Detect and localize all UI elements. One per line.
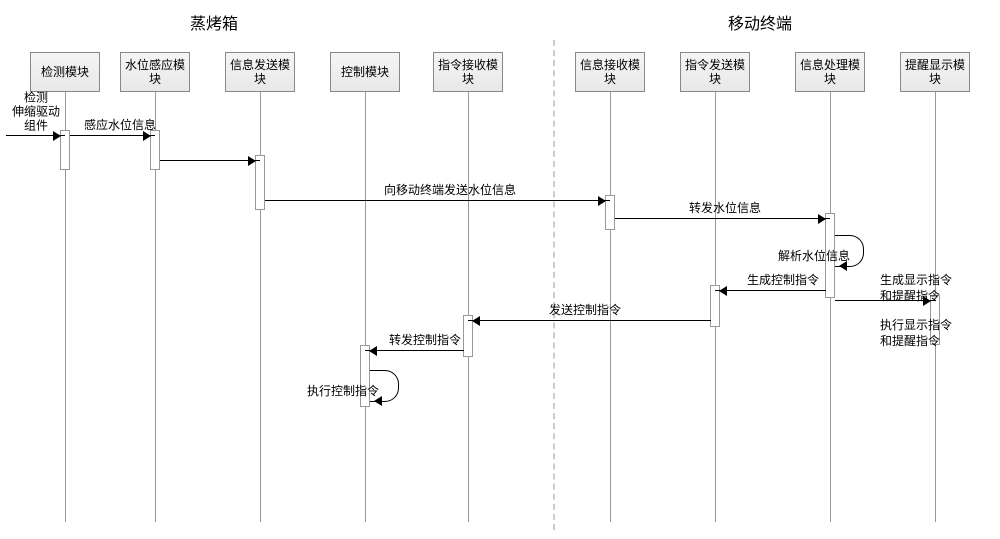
lifeline-a7 bbox=[830, 92, 831, 522]
actor-a5: 信息接收模块 bbox=[575, 52, 645, 92]
message-label-6: 发送控制指令 bbox=[540, 301, 630, 318]
actor-a7: 信息处理模块 bbox=[795, 52, 865, 92]
self-call-label-1: 执行控制指令 bbox=[307, 382, 379, 399]
message-arrow-5 bbox=[715, 290, 826, 291]
actor-a0: 检测模块 bbox=[30, 52, 100, 92]
message-label-0: 检测 伸缩驱动组件 bbox=[8, 92, 64, 133]
actor-label-a3: 控制模块 bbox=[341, 65, 389, 79]
actor-a6: 指令发送模块 bbox=[680, 52, 750, 92]
message-arrow-3 bbox=[265, 200, 610, 201]
message-label-5: 生成控制指令 bbox=[738, 271, 828, 288]
message-label-3: 向移动终端发送水位信息 bbox=[370, 181, 530, 198]
message-label-4: 转发水位信息 bbox=[680, 199, 770, 216]
message-label-1: 感应水位信息 bbox=[80, 116, 160, 133]
actor-label-a2: 信息发送模块 bbox=[228, 58, 292, 87]
message-arrow-2 bbox=[160, 160, 260, 161]
side-label-0: 生成显示指令 和提醒指令 bbox=[880, 273, 952, 304]
message-arrow-0 bbox=[6, 135, 65, 136]
message-arrow-6 bbox=[468, 320, 711, 321]
message-label-7: 转发控制指令 bbox=[380, 331, 470, 348]
message-arrow-7 bbox=[365, 350, 464, 351]
group-title-0: 蒸烤箱 bbox=[190, 10, 238, 34]
side-label-1: 执行显示指令 和提醒指令 bbox=[880, 318, 952, 349]
actor-label-a4: 指令接收模块 bbox=[436, 58, 500, 87]
self-call-label-0: 解析水位信息 bbox=[778, 247, 850, 264]
actor-label-a8: 提醒显示模块 bbox=[903, 58, 967, 87]
actor-label-a1: 水位感应模块 bbox=[123, 58, 187, 87]
lifeline-a4 bbox=[468, 92, 469, 522]
actor-a3: 控制模块 bbox=[330, 52, 400, 92]
actor-label-a6: 指令发送模块 bbox=[683, 58, 747, 87]
group-separator bbox=[553, 40, 555, 530]
message-arrow-1 bbox=[70, 135, 155, 136]
actor-a4: 指令接收模块 bbox=[433, 52, 503, 92]
actor-a1: 水位感应模块 bbox=[120, 52, 190, 92]
message-arrow-4 bbox=[615, 218, 830, 219]
actor-label-a0: 检测模块 bbox=[41, 65, 89, 79]
actor-label-a5: 信息接收模块 bbox=[578, 58, 642, 87]
actor-a8: 提醒显示模块 bbox=[900, 52, 970, 92]
group-title-1: 移动终端 bbox=[728, 10, 792, 34]
actor-label-a7: 信息处理模块 bbox=[798, 58, 862, 87]
actor-a2: 信息发送模块 bbox=[225, 52, 295, 92]
lifeline-a3 bbox=[365, 92, 366, 522]
